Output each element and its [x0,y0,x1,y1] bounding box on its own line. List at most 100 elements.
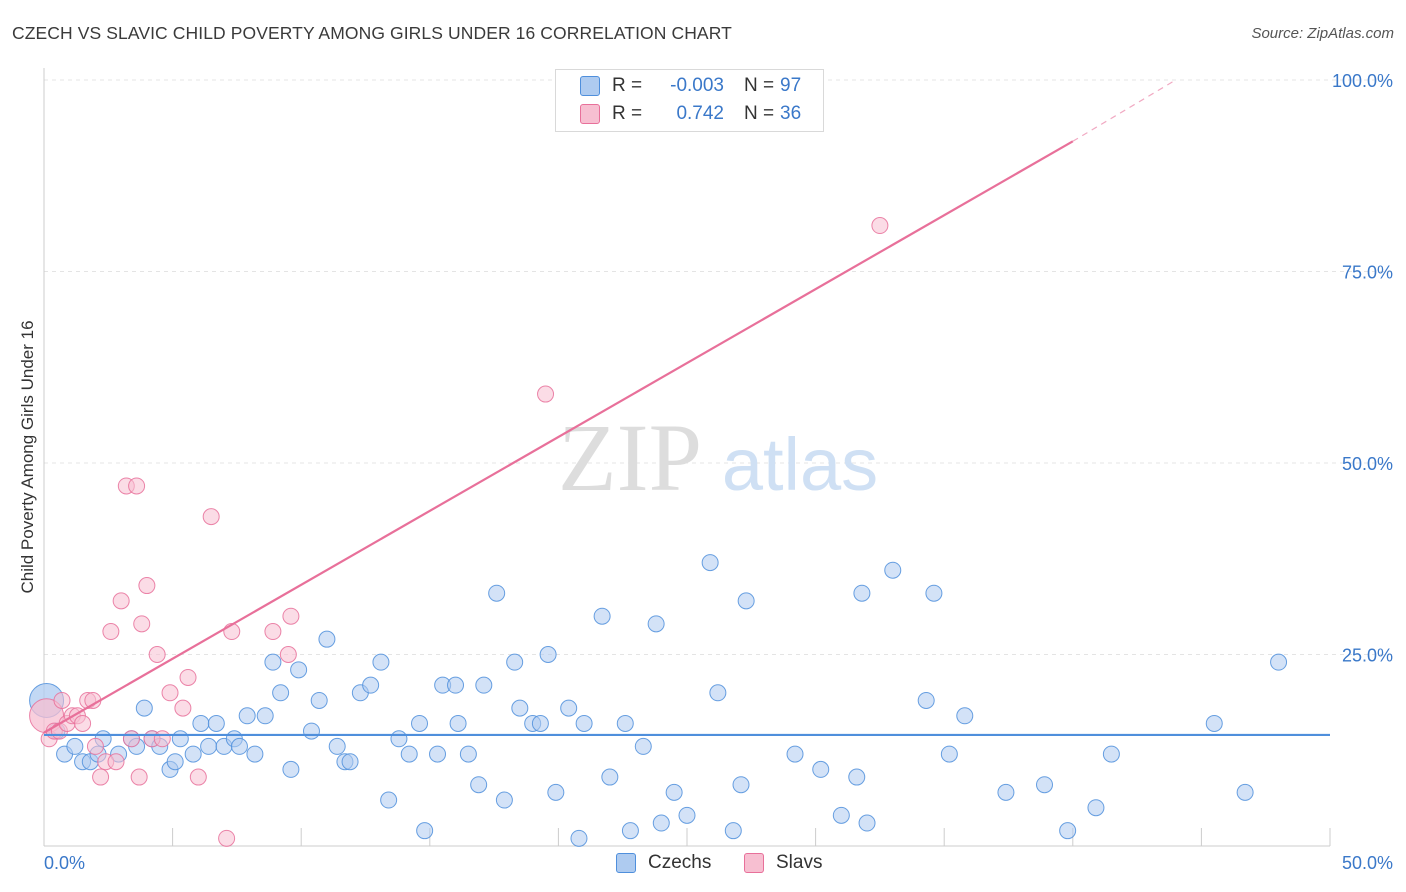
czechs-point [192,714,210,732]
czechs-point [575,714,593,732]
czechs-point [328,737,346,755]
slavs-point [138,577,156,595]
czechs-point [362,676,380,694]
czechs-point [593,607,611,625]
czechs-point [1087,799,1105,817]
czechs-point [786,745,804,763]
czechs-point [917,691,935,709]
czechs-point [207,714,225,732]
czechs-point [1102,745,1120,763]
czechs-point [940,745,958,763]
czechs-point [380,791,398,809]
legend-n-label: N = [744,103,775,124]
czechs-point [495,791,513,809]
slavs-point [122,730,140,748]
czechs-point [709,684,727,702]
czechs-point [135,699,153,717]
legend-swatch-slavs [744,853,764,873]
x-tick-label-max: 50.0% [1342,853,1393,873]
slavs-trend-extension [1072,79,1176,142]
slavs-point [871,217,889,235]
czechs-point [634,737,652,755]
legend-swatch-czechs [580,76,600,96]
slavs-point [264,623,282,641]
stats-legend: R = -0.003 N = 97 R = 0.742 N = 36 [555,69,824,132]
czechs-point [925,584,943,602]
czechs-point [66,737,84,755]
czechs-point [848,768,866,786]
czechs-point [1270,653,1288,671]
czechs-point [282,760,300,778]
slavs-point [130,768,148,786]
czechs-point [429,745,447,763]
czechs-point [400,745,418,763]
czechs-point [1236,783,1254,801]
slavs-point [92,768,110,786]
czechs-point [372,653,390,671]
czechs-point [230,737,248,755]
czechs-point [166,753,184,771]
czechs-point [853,584,871,602]
tick-labels: 25.0% 50.0% 75.0% 100.0% 0.0% 50.0% [44,71,1393,873]
czechs-point [858,814,876,832]
czechs-point [447,676,465,694]
czechs-point [411,714,429,732]
y-tick-label: 100.0% [1332,71,1393,91]
czechs-point [256,707,274,725]
slavs-point [537,385,555,403]
czechs-point [459,745,477,763]
czechs-point [390,730,408,748]
slavs-point [202,508,220,526]
slavs-point [279,646,297,663]
czechs-point [310,691,328,709]
legend-r-value: -0.003 [670,75,724,96]
czechs-point [246,745,264,763]
gridlines [44,79,1392,655]
slavs-point [174,699,192,717]
czechs-point [616,714,634,732]
x-tick-label-min: 0.0% [44,853,85,873]
czechs-point [547,783,565,801]
legend-label-czechs: Czechs [648,852,712,873]
y-tick-label: 75.0% [1342,263,1393,283]
czechs-point [1205,714,1223,732]
slavs-point [189,768,207,786]
chart-title: CZECH VS SLAVIC CHILD POVERTY AMONG GIRL… [12,23,732,43]
slavs-point [153,730,171,748]
czechs-point [416,822,434,840]
czechs-point [812,760,830,778]
legend-item-czechs[interactable]: Czechs [616,852,711,874]
czechs-point [701,554,719,572]
slavs-point [74,714,92,732]
watermark-atlas: atlas [722,423,878,506]
czechs-point [570,829,588,847]
czechs-point [200,737,218,755]
slavs-point [161,684,179,702]
source-label: Source: ZipAtlas.com [1251,25,1394,42]
czechs-point [724,822,742,840]
legend-swatch-slavs [580,104,600,124]
czechs-point [264,653,282,671]
czechs-point [449,714,467,732]
slavs-point [107,753,125,771]
czechs-point [341,753,359,771]
slavs-point [179,668,197,686]
legend-item-slavs[interactable]: Slavs [744,852,822,874]
czechs-point [531,714,549,732]
y-tick-label: 50.0% [1342,454,1393,474]
slavs-trend-line [43,140,1074,734]
czechs-point [506,653,524,671]
czechs-point [302,722,320,740]
czechs-point [539,646,557,663]
slavs-point [112,592,130,610]
legend-n-value: 97 [780,75,802,96]
czechs-point [1036,776,1054,794]
czechs-points [29,554,1288,847]
czechs-point [732,776,750,794]
slavs-point [86,737,104,755]
slavs-point [53,691,71,709]
watermark: ZIP atlas [558,404,878,511]
czechs-point [488,584,506,602]
czechs-point [601,768,619,786]
